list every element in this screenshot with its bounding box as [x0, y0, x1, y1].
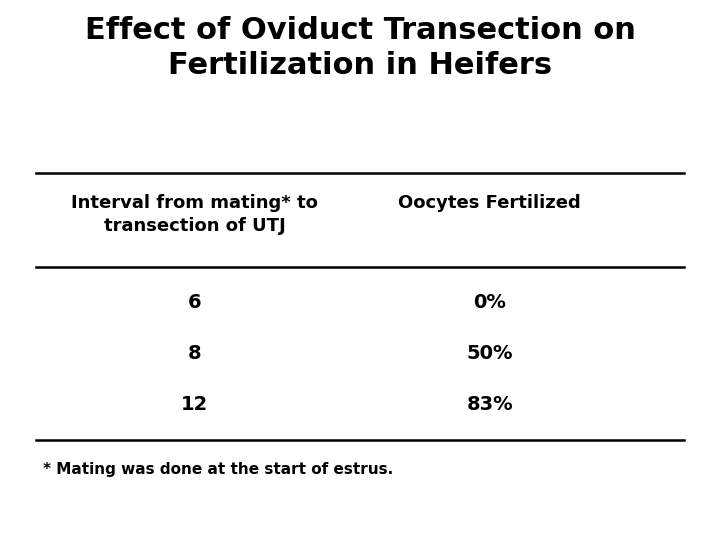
Text: 6: 6: [188, 293, 201, 312]
Text: 50%: 50%: [467, 344, 513, 363]
Text: Interval from mating* to
transection of UTJ: Interval from mating* to transection of …: [71, 194, 318, 234]
Text: 12: 12: [181, 395, 208, 415]
Text: 8: 8: [188, 344, 201, 363]
Text: 83%: 83%: [467, 395, 513, 415]
Text: Effect of Oviduct Transection on
Fertilization in Heifers: Effect of Oviduct Transection on Fertili…: [84, 16, 636, 80]
Text: 0%: 0%: [473, 293, 506, 312]
Text: * Mating was done at the start of estrus.: * Mating was done at the start of estrus…: [43, 462, 393, 477]
Text: Oocytes Fertilized: Oocytes Fertilized: [398, 194, 581, 212]
